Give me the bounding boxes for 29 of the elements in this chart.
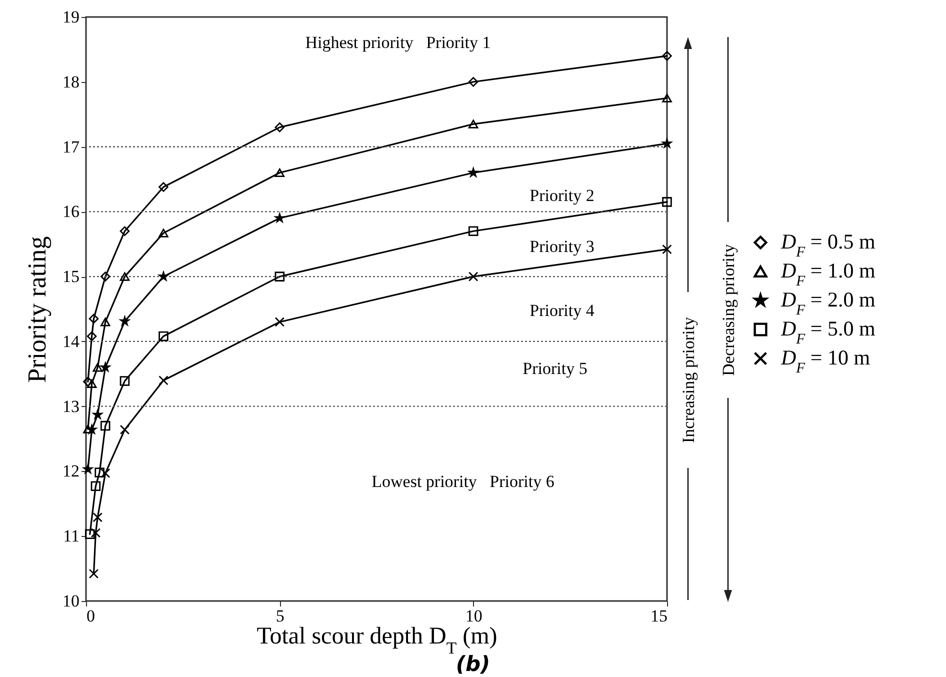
annotation: Priority 5 (522, 359, 588, 378)
y-tick-label: 13 (62, 396, 80, 416)
legend-label: D$_{F}$ = 2.0 m (780, 288, 876, 318)
y-axis-title: Priority rating (22, 236, 52, 383)
y-tick-label: 18 (62, 72, 80, 92)
y-tick-label: 17 (62, 137, 80, 156)
y-tick-label: 16 (62, 202, 80, 222)
y-tick-label: 10 (62, 592, 80, 610)
annotation: Highest priority Priority 1 (305, 33, 491, 52)
annotation: Priority 4 (530, 301, 595, 320)
y-tick-label: 19 (62, 8, 80, 26)
legend-label: D$_{F}$ = 5.0 m (780, 316, 876, 348)
y-tick-label: 14 (62, 332, 80, 351)
y-tick-label: 11 (63, 526, 80, 546)
legend-label: D$_{F}$ = 0.5 m (780, 230, 876, 260)
text: (b) (456, 652, 492, 676)
x-tick-label: 5 (276, 606, 284, 626)
text: Decreasing priority (719, 244, 738, 376)
legend-label: D$_{F}$ = 1.0 m (780, 258, 876, 290)
annotation: Priority 3 (530, 237, 594, 256)
text: Increasing priority (679, 316, 698, 444)
x-tick-label: 10 (465, 606, 482, 626)
annotation: Lowest priority Priority 6 (372, 472, 554, 491)
y-tick-label: 15 (62, 267, 80, 286)
x-tick-label: 15 (650, 606, 668, 626)
y-tick-label: 12 (62, 462, 80, 481)
x-tick-label: 0 (86, 606, 95, 626)
annotation: Priority 2 (530, 186, 594, 205)
legend-label: D$_{F}$ = 10 m (780, 346, 870, 376)
